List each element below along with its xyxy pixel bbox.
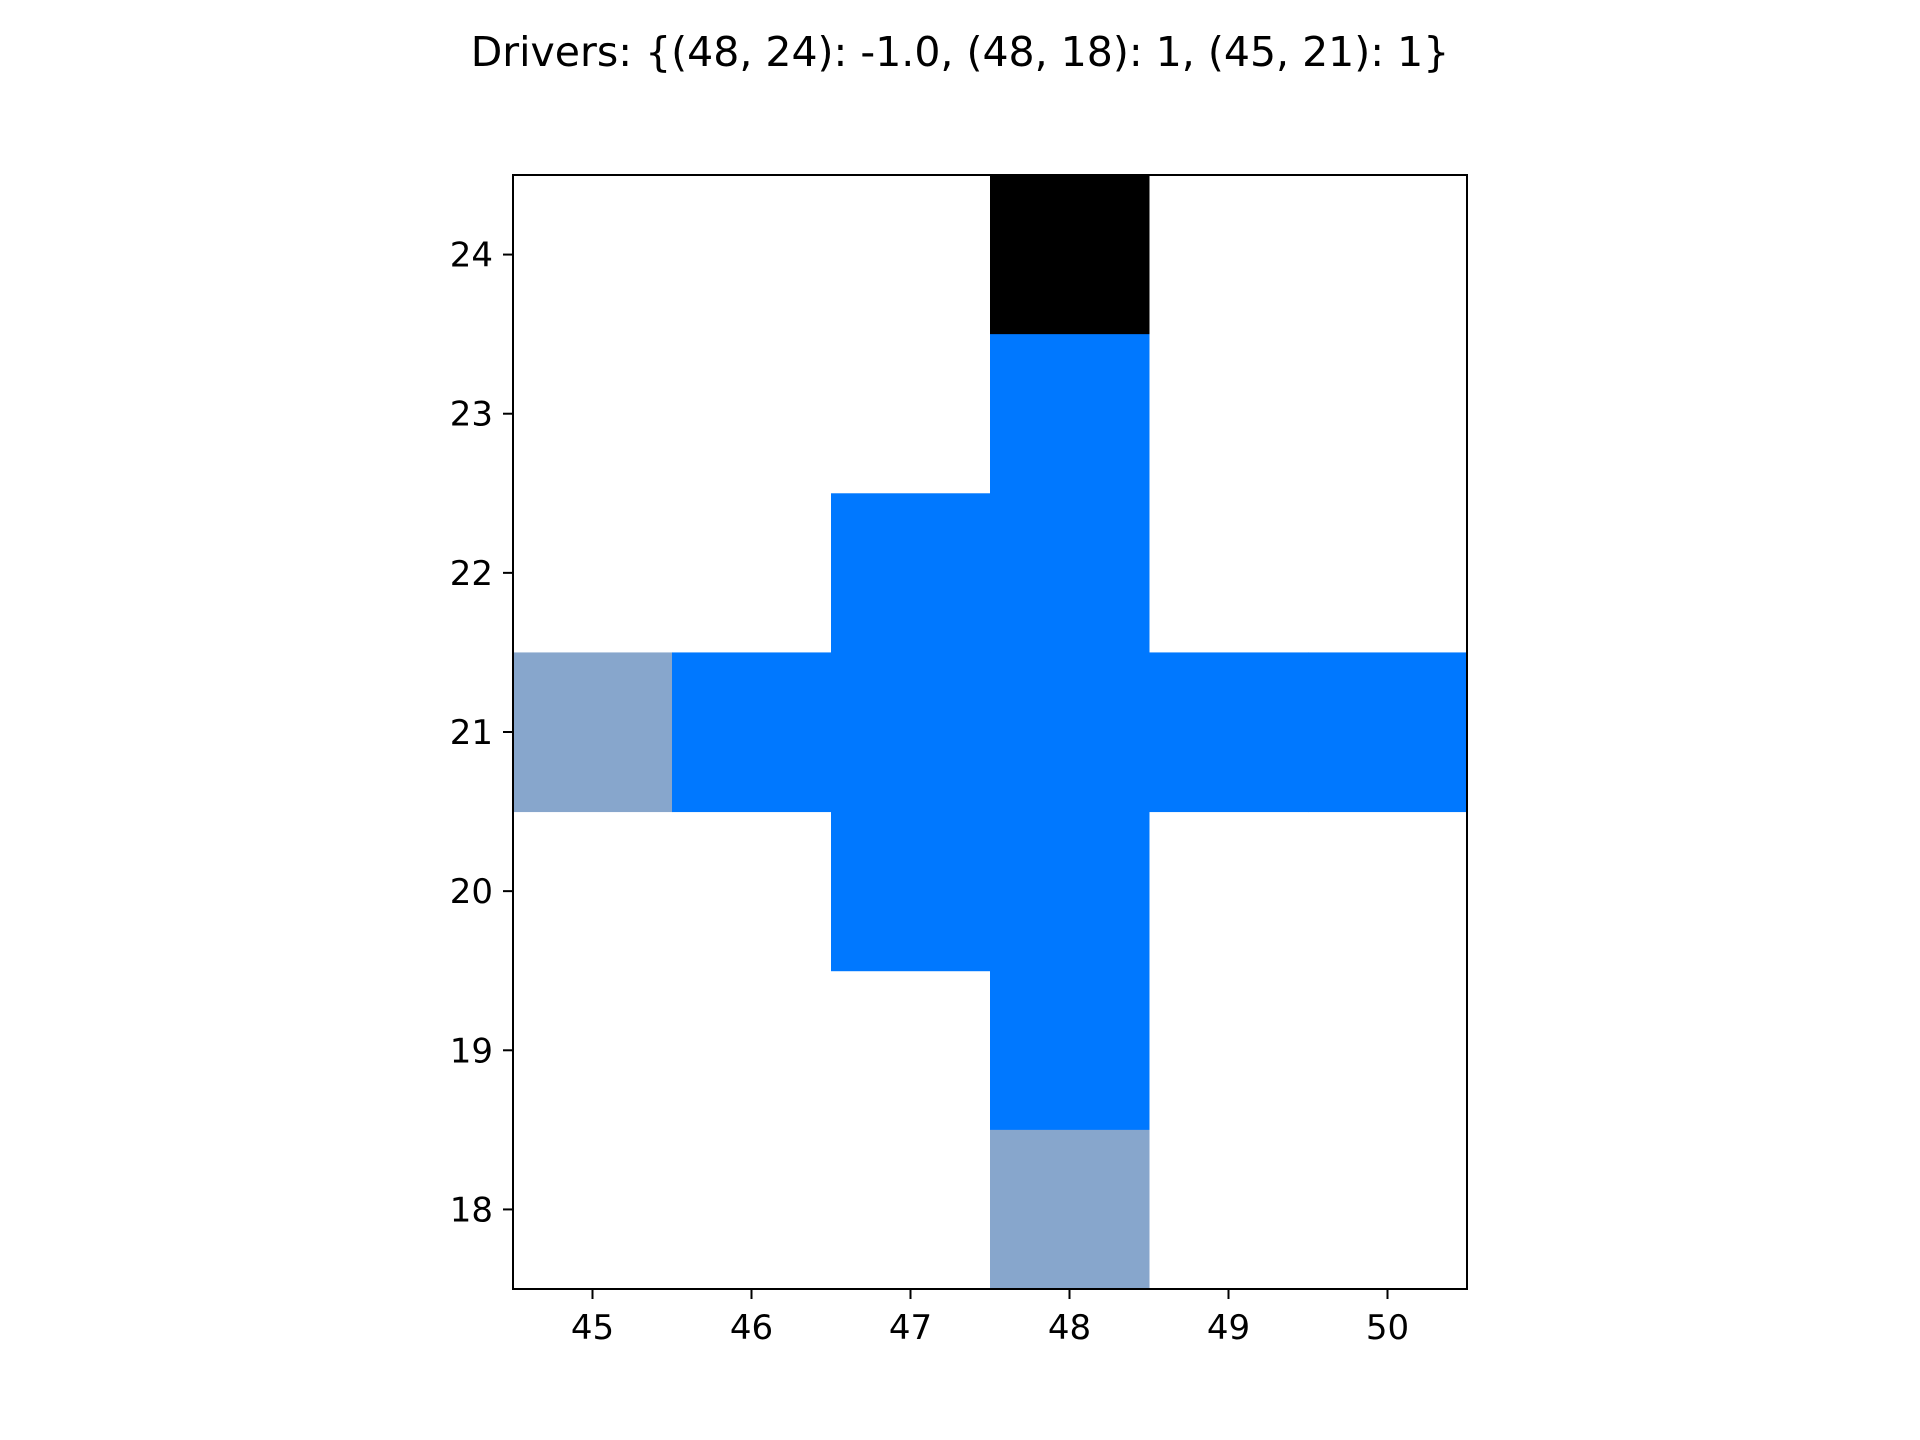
y-tick-label-24: 24 — [450, 236, 493, 276]
y-tick-label-23: 23 — [450, 395, 493, 435]
cell-47-22 — [831, 493, 991, 653]
y-tick-label-18: 18 — [450, 1190, 493, 1230]
cell-47-21 — [831, 652, 991, 813]
chart-title: Drivers: {(48, 24): -1.0, (48, 18): 1, (… — [471, 28, 1450, 76]
cell-48-18 — [990, 1129, 1150, 1290]
cell-48-19 — [990, 970, 1150, 1131]
cells-layer — [513, 175, 1468, 1290]
y-tick-label-22: 22 — [450, 554, 493, 594]
cell-48-24 — [990, 175, 1150, 335]
cell-46-21 — [672, 652, 832, 813]
x-tick-label-49: 49 — [1207, 1308, 1250, 1348]
x-tick-label-50: 50 — [1366, 1308, 1409, 1348]
x-tick-label-47: 47 — [889, 1308, 932, 1348]
y-tick-label-20: 20 — [450, 872, 493, 912]
y-axis: 18 19 20 21 22 23 24 — [450, 236, 513, 1230]
x-tick-label-45: 45 — [571, 1308, 614, 1348]
cell-47-20 — [831, 811, 991, 972]
cell-48-22 — [990, 493, 1150, 653]
y-tick-label-19: 19 — [450, 1031, 493, 1071]
cell-48-23 — [990, 334, 1150, 494]
cell-48-20 — [990, 811, 1150, 972]
cell-48-21 — [990, 652, 1150, 813]
x-axis: 45 46 47 48 49 50 — [571, 1289, 1409, 1348]
x-tick-label-48: 48 — [1048, 1308, 1091, 1348]
cell-49-21 — [1149, 652, 1309, 813]
cell-45-21 — [513, 652, 673, 813]
x-tick-label-46: 46 — [730, 1308, 773, 1348]
cell-50-21 — [1308, 652, 1468, 813]
y-tick-label-21: 21 — [450, 713, 493, 753]
